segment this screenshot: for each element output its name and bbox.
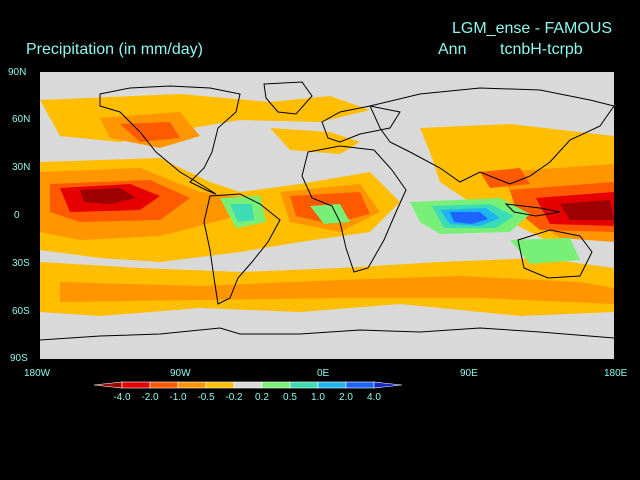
legend-swatch xyxy=(121,381,151,389)
lon-tick-90w: 90W xyxy=(170,368,191,379)
anomaly-region xyxy=(450,212,488,224)
coastline-greenland xyxy=(263,81,313,115)
legend-label: -2.0 xyxy=(141,392,159,403)
coastline-asia xyxy=(369,87,614,185)
anomaly-region xyxy=(270,128,360,154)
legend-swatch xyxy=(205,381,235,389)
legend-swatch xyxy=(177,381,207,389)
coastlines xyxy=(40,81,614,341)
legend-label: 1.0 xyxy=(311,392,325,403)
anomaly-region xyxy=(230,204,254,222)
run-title: LGM_ense - FAMOUS xyxy=(452,20,613,37)
lat-tick-90n: 90N xyxy=(8,67,27,78)
season-label: Ann xyxy=(438,41,467,58)
anomaly-region xyxy=(560,200,614,220)
legend-swatch xyxy=(233,381,263,389)
legend-label: 2.0 xyxy=(339,392,353,403)
anomaly-fields xyxy=(40,94,614,316)
legend-swatch xyxy=(149,381,179,389)
anomaly-region xyxy=(80,188,136,204)
legend-swatch xyxy=(93,381,123,389)
coastline-indonesia xyxy=(504,203,561,217)
coastline-australia xyxy=(517,229,593,279)
anomaly-region xyxy=(60,276,614,304)
lon-tick-90e: 90E xyxy=(460,368,478,379)
legend-label: -0.5 xyxy=(197,392,215,403)
variable-title: Precipitation (in mm/day) xyxy=(26,41,203,58)
lat-tick-0: 0 xyxy=(14,210,20,221)
legend-label: -1.0 xyxy=(169,392,187,403)
lat-tick-30n: 30N xyxy=(12,162,31,173)
lat-tick-60s: 60S xyxy=(12,306,30,317)
legend-label: 4.0 xyxy=(367,392,381,403)
coastline-europe xyxy=(321,105,401,143)
lat-tick-60n: 60N xyxy=(12,114,31,125)
legend-label: 0.2 xyxy=(255,392,269,403)
legend-swatch xyxy=(289,381,319,389)
experiment-label: tcnbH-tcrpb xyxy=(500,41,583,58)
legend-swatch xyxy=(317,381,347,389)
lon-tick-0e: 0E xyxy=(317,368,330,379)
coastline-south-america xyxy=(203,193,281,305)
anomaly-region xyxy=(510,238,580,264)
legend-label: -4.0 xyxy=(113,392,131,403)
coastline-north-america xyxy=(99,85,241,195)
color-legend: -4.0 -2.0 -1.0 -0.5 -0.2 0.2 0.5 1.0 2.0 4.0 xyxy=(93,381,403,403)
lat-tick-30s: 30S xyxy=(12,258,30,269)
lon-tick-180e: 180E xyxy=(604,368,628,379)
lat-tick-90s: 90S xyxy=(10,353,28,364)
lon-tick-180w: 180W xyxy=(24,368,51,379)
coastline-africa xyxy=(301,145,407,273)
legend-swatch xyxy=(261,381,291,389)
legend-swatch xyxy=(345,381,375,389)
legend-label: -0.2 xyxy=(225,392,243,403)
precipitation-map xyxy=(40,72,614,359)
anomaly-region xyxy=(480,168,530,188)
anomaly-region xyxy=(310,204,350,224)
legend-swatch xyxy=(373,381,403,389)
coastline-antarctica xyxy=(40,327,614,341)
legend-label: 0.5 xyxy=(283,392,297,403)
